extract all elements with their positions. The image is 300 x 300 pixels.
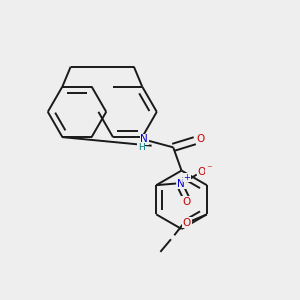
Text: N: N <box>140 134 148 144</box>
Text: ⁻: ⁻ <box>206 164 212 174</box>
Text: +: + <box>184 173 190 182</box>
Text: N: N <box>177 178 185 188</box>
Text: H: H <box>138 143 144 152</box>
Text: O: O <box>198 167 206 177</box>
Text: O: O <box>183 218 191 228</box>
Text: O: O <box>182 197 190 207</box>
Text: O: O <box>196 134 205 144</box>
